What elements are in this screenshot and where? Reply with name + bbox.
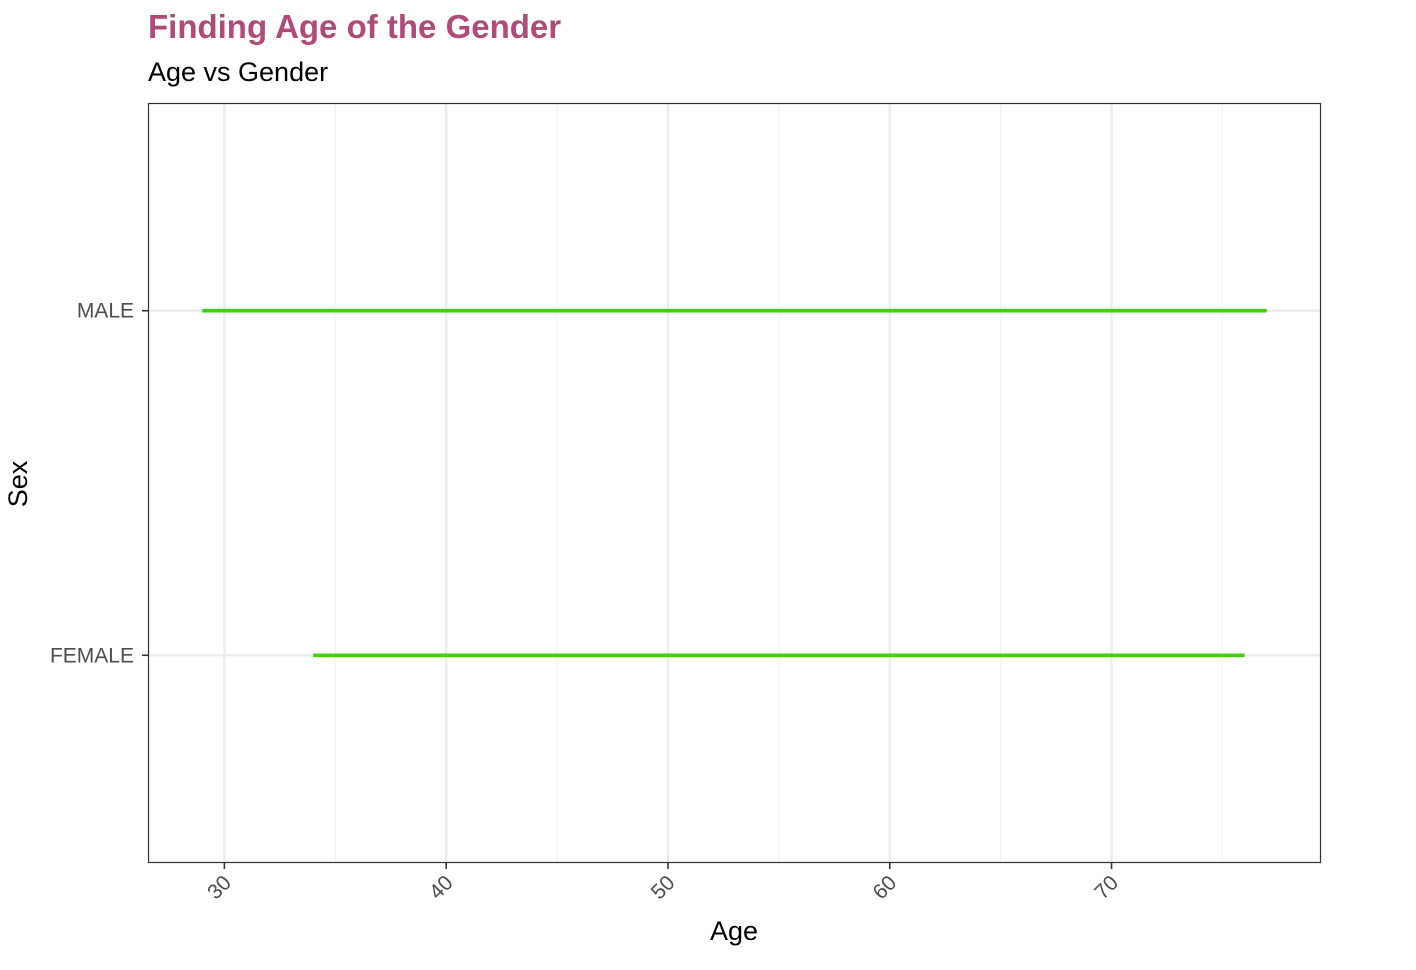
- x-axis-title: Age: [710, 916, 758, 946]
- range-segments: [202, 308, 1267, 658]
- major-gridlines: [149, 104, 1320, 862]
- x-tick-label: 50: [647, 871, 680, 904]
- x-tick-label: 30: [203, 871, 236, 904]
- chart-title: Finding Age of the Gender: [148, 8, 562, 45]
- panel-border: [147, 102, 1322, 864]
- y-tick-label: MALE: [77, 300, 134, 323]
- x-tick-label: 70: [1090, 871, 1123, 904]
- y-tick-label: FEMALE: [50, 644, 134, 667]
- y-axis-title: Sex: [3, 460, 33, 507]
- y-axis: FEMALE MALE: [50, 300, 149, 667]
- chart-subtitle: Age vs Gender: [148, 57, 329, 87]
- minor-gridlines: [334, 104, 1224, 862]
- x-tick-label: 40: [425, 871, 458, 904]
- x-axis: 30 40 50 60 70: [203, 862, 1123, 904]
- x-tick-label: 60: [869, 871, 902, 904]
